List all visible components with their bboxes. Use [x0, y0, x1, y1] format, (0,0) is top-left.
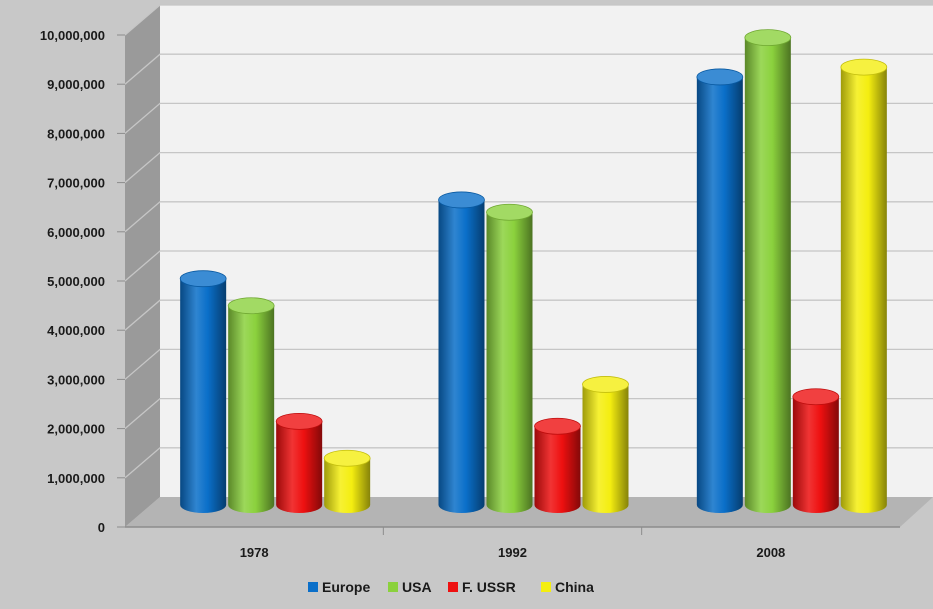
gridline: [124, 102, 933, 134]
legend-label: China: [555, 579, 594, 595]
y-tick-label: 3,000,000: [47, 372, 105, 387]
bar-body: [744, 37, 791, 513]
bar-f-ussr-2008: [792, 388, 840, 513]
bar-top: [792, 388, 840, 406]
bar-top: [227, 297, 275, 315]
y-tick-label: 4,000,000: [47, 323, 105, 338]
gridline: [124, 201, 933, 233]
bar-europe-1992: [438, 191, 485, 513]
legend-swatch: [388, 582, 398, 592]
bar-body: [840, 67, 887, 514]
gridline: [124, 447, 933, 479]
bar-top: [582, 376, 629, 393]
bar-body: [438, 199, 485, 513]
bar-china-1978: [323, 449, 371, 513]
bar-top: [323, 449, 371, 467]
bar-body: [324, 458, 371, 513]
legend-item: China: [541, 579, 594, 595]
legend-label: Europe: [322, 579, 370, 595]
y-tick-label: 0: [98, 520, 105, 535]
x-tick-label: 2008: [756, 545, 785, 560]
gridline: [124, 348, 933, 380]
y-tick-label: 5,000,000: [47, 274, 105, 289]
legend-swatch: [308, 582, 318, 592]
bar-top: [438, 191, 485, 209]
bar-body: [582, 384, 629, 513]
y-tick-label: 6,000,000: [47, 225, 105, 240]
bar-china-2008: [840, 58, 888, 514]
bar-top: [179, 270, 227, 288]
legend-label: F. USSR: [462, 579, 516, 595]
bar-top: [486, 203, 533, 221]
y-tick-label: 2,000,000: [47, 422, 105, 437]
x-tick-label: 1992: [498, 545, 527, 560]
bar-body: [276, 421, 323, 513]
bar-f-ussr-1992: [534, 417, 581, 513]
legend-item: F. USSR: [448, 579, 516, 595]
bar-usa-1992: [486, 203, 533, 513]
y-tick-label: 1,000,000: [47, 471, 105, 486]
bar-top: [275, 412, 323, 430]
x-tick-label: 1978: [240, 545, 269, 560]
y-tick-label: 7,000,000: [47, 176, 105, 191]
y-tick-label: 8,000,000: [47, 126, 105, 141]
bar-europe-1978: [179, 270, 227, 513]
bar-europe-2008: [696, 68, 744, 513]
bar-body: [228, 305, 275, 513]
gridline: [124, 151, 933, 184]
bar-top: [534, 417, 581, 435]
legend-item: Europe: [308, 579, 370, 595]
bar-china-1992: [582, 376, 629, 513]
y-tick-label: 9,000,000: [47, 77, 105, 92]
legend-label: USA: [402, 579, 432, 595]
legend-item: USA: [388, 579, 432, 595]
bar-body: [486, 212, 533, 513]
gridline: [124, 4, 933, 36]
gridline: [124, 299, 933, 331]
gridline: [124, 53, 933, 85]
bar-f-ussr-1978: [275, 412, 323, 513]
bar-top: [840, 58, 888, 76]
legend-swatch: [448, 582, 458, 592]
gridline: [124, 250, 933, 282]
y-tick-label: 10,000,000: [40, 28, 105, 43]
legend-swatch: [541, 582, 551, 592]
bar-body: [180, 278, 227, 513]
bar-top: [696, 68, 744, 86]
bar-body: [534, 426, 581, 513]
gridline: [124, 397, 933, 430]
bar-usa-1978: [227, 297, 275, 513]
bar-body: [792, 396, 839, 513]
bar-body: [696, 76, 743, 513]
bar-top: [744, 29, 792, 46]
bar-usa-2008: [744, 29, 792, 513]
